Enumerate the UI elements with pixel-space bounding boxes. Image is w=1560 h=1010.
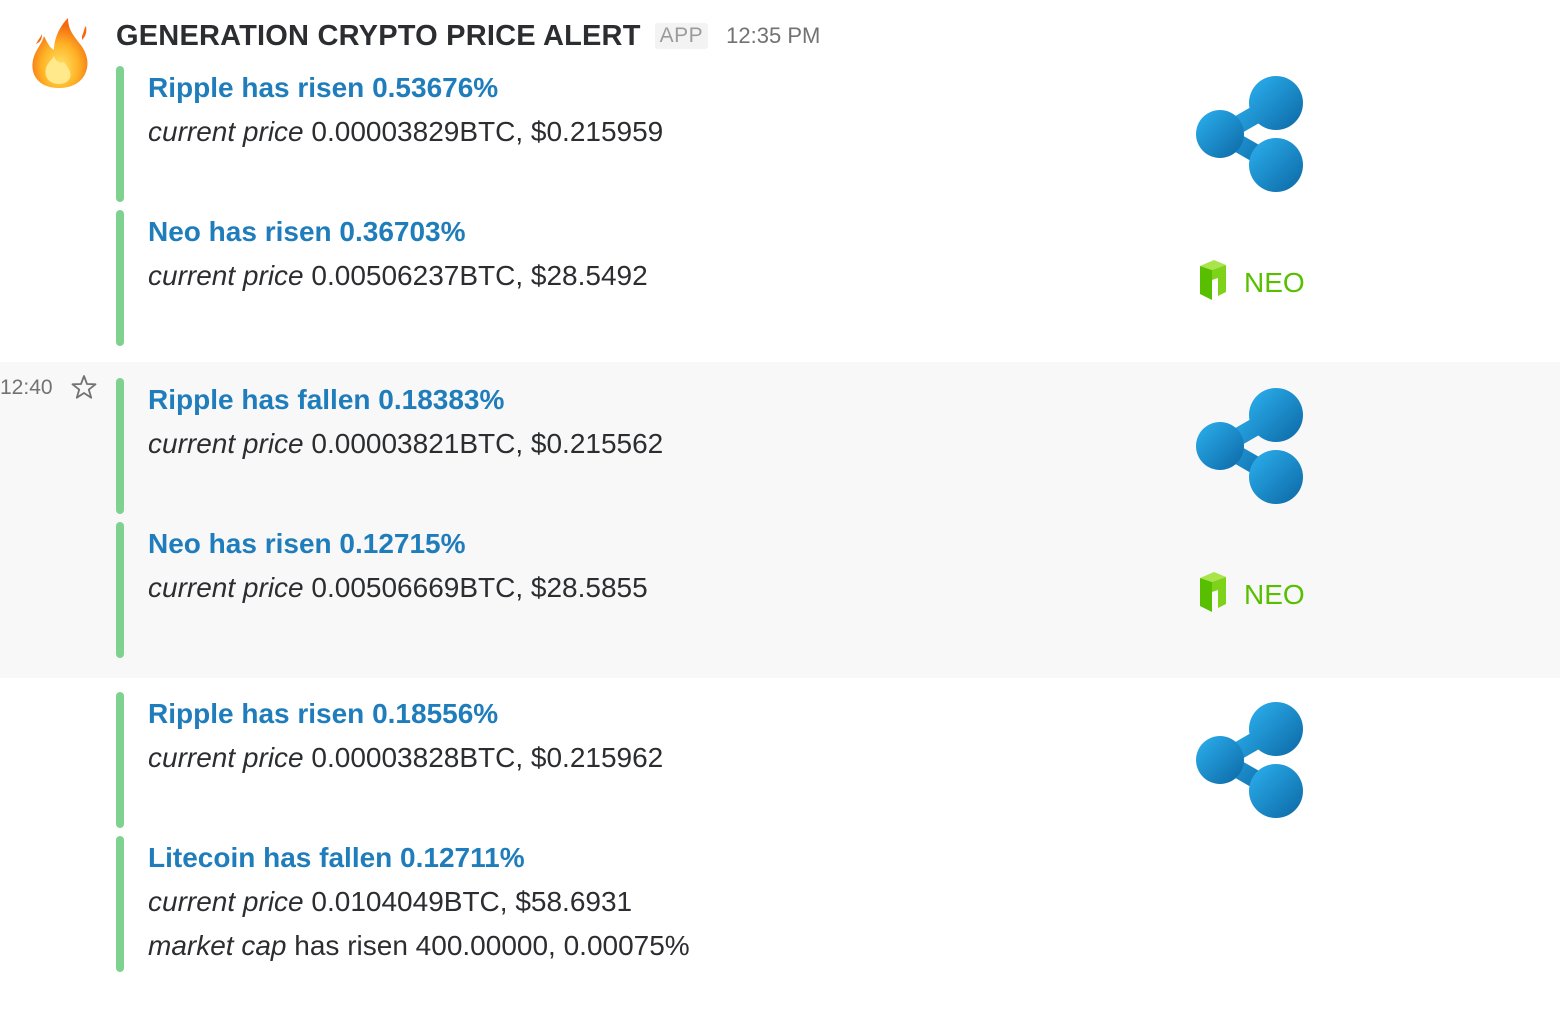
field-label: current price — [148, 428, 304, 459]
alert-title-link[interactable]: Ripple has fallen 0.18383% — [148, 384, 505, 415]
attachment-bar — [116, 66, 124, 202]
field-label: current price — [148, 116, 304, 147]
alert-price-line: current price 0.00003829BTC, $0.215959 — [148, 116, 663, 148]
field-value: 0.00003821BTC, $0.215562 — [303, 428, 664, 459]
alert-attachment: Ripple has risen 0.18556% current price … — [116, 692, 1516, 828]
field-value: 0.00506237BTC, $28.5492 — [303, 260, 648, 291]
message-header: GENERATION CRYPTO PRICE ALERT APP 12:35 … — [116, 16, 820, 56]
neo-logo-text: NEO — [1244, 579, 1305, 610]
alert-price-line: current price 0.00506669BTC, $28.5855 — [148, 572, 648, 604]
side-timestamp[interactable]: 12:40 — [0, 376, 53, 399]
field-value: 0.00506669BTC, $28.5855 — [303, 572, 648, 603]
field-value: 0.0104049BTC, $58.6931 — [303, 886, 633, 917]
field-value: has risen 400.00000, 0.00075% — [286, 930, 690, 961]
attachment-bar — [116, 378, 124, 514]
ripple-logo[interactable] — [1196, 385, 1308, 507]
alert-title-link[interactable]: Neo has risen 0.36703% — [148, 216, 466, 247]
alert-price-line: current price 0.00506237BTC, $28.5492 — [148, 260, 648, 292]
ripple-logo[interactable] — [1196, 699, 1308, 821]
attachment-bar — [116, 692, 124, 828]
message-timestamp[interactable]: 12:35 PM — [726, 23, 821, 48]
alert-title-link[interactable]: Ripple has risen 0.53676% — [148, 72, 499, 103]
alert-attachment: Ripple has risen 0.53676% current price … — [116, 66, 1516, 202]
field-label: current price — [148, 742, 304, 773]
field-label: market cap — [148, 930, 287, 961]
attachment-bar — [116, 522, 124, 658]
field-value: 0.00003828BTC, $0.215962 — [303, 742, 664, 773]
field-value: 0.00003829BTC, $0.215959 — [303, 116, 664, 147]
alert-attachment: Litecoin has fallen 0.12711% current pri… — [116, 836, 1516, 972]
alert-attachment: Ripple has fallen 0.18383% current price… — [116, 378, 1516, 514]
neo-logo-text: NEO — [1244, 267, 1305, 298]
star-icon[interactable] — [70, 373, 98, 401]
alert-attachment: Neo has risen 0.12715% current price 0.0… — [116, 522, 1516, 658]
alert-market-cap-line: market cap has risen 400.00000, 0.00075% — [148, 930, 690, 962]
alert-price-line: current price 0.00003828BTC, $0.215962 — [148, 742, 663, 774]
alert-title-link[interactable]: Neo has risen 0.12715% — [148, 528, 466, 559]
alert-price-line: current price 0.0104049BTC, $58.6931 — [148, 886, 632, 918]
alert-title-link[interactable]: Litecoin has fallen 0.12711% — [148, 842, 525, 873]
alert-title-link[interactable]: Ripple has risen 0.18556% — [148, 698, 499, 729]
sender-name[interactable]: GENERATION CRYPTO PRICE ALERT — [116, 19, 641, 52]
field-label: current price — [148, 886, 304, 917]
attachment-bar — [116, 836, 124, 972]
field-label: current price — [148, 572, 304, 603]
field-label: current price — [148, 260, 304, 291]
fire-emoji-icon[interactable] — [24, 14, 94, 90]
ripple-logo[interactable] — [1196, 73, 1308, 195]
attachment-bar — [116, 210, 124, 346]
neo-logo[interactable]: NEO — [1196, 568, 1312, 616]
alert-price-line: current price 0.00003821BTC, $0.215562 — [148, 428, 663, 460]
app-badge: APP — [654, 23, 709, 49]
neo-logo[interactable]: NEO — [1196, 256, 1312, 304]
alert-attachment: Neo has risen 0.36703% current price 0.0… — [116, 210, 1516, 346]
